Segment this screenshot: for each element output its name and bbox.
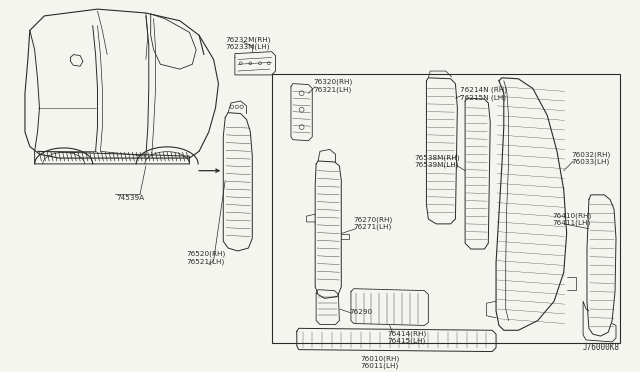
Text: 76410(RH)
76411(LH): 76410(RH) 76411(LH) bbox=[552, 212, 591, 226]
Text: 74539A: 74539A bbox=[117, 195, 145, 201]
Text: 76538M(RH)
76539M(LH): 76538M(RH) 76539M(LH) bbox=[415, 154, 460, 168]
Text: 76270(RH)
76271(LH): 76270(RH) 76271(LH) bbox=[354, 216, 393, 230]
Text: 76520(RH)
76521(LH): 76520(RH) 76521(LH) bbox=[186, 251, 226, 265]
Text: J76000K8: J76000K8 bbox=[583, 343, 620, 352]
Text: 76232M(RH)
76233M(LH): 76232M(RH) 76233M(LH) bbox=[225, 36, 271, 50]
Text: 76010(RH)
76011(LH): 76010(RH) 76011(LH) bbox=[360, 355, 400, 369]
Text: 76320(RH)
76321(LH): 76320(RH) 76321(LH) bbox=[313, 79, 353, 93]
Text: 76414(RH)
76415(LH): 76414(RH) 76415(LH) bbox=[388, 330, 427, 344]
Text: 76032(RH)
76033(LH): 76032(RH) 76033(LH) bbox=[572, 151, 611, 165]
Text: 76214N (RH)
76215N (LH): 76214N (RH) 76215N (LH) bbox=[460, 87, 508, 100]
Bar bbox=[271, 74, 620, 343]
Text: 76290: 76290 bbox=[349, 309, 372, 315]
